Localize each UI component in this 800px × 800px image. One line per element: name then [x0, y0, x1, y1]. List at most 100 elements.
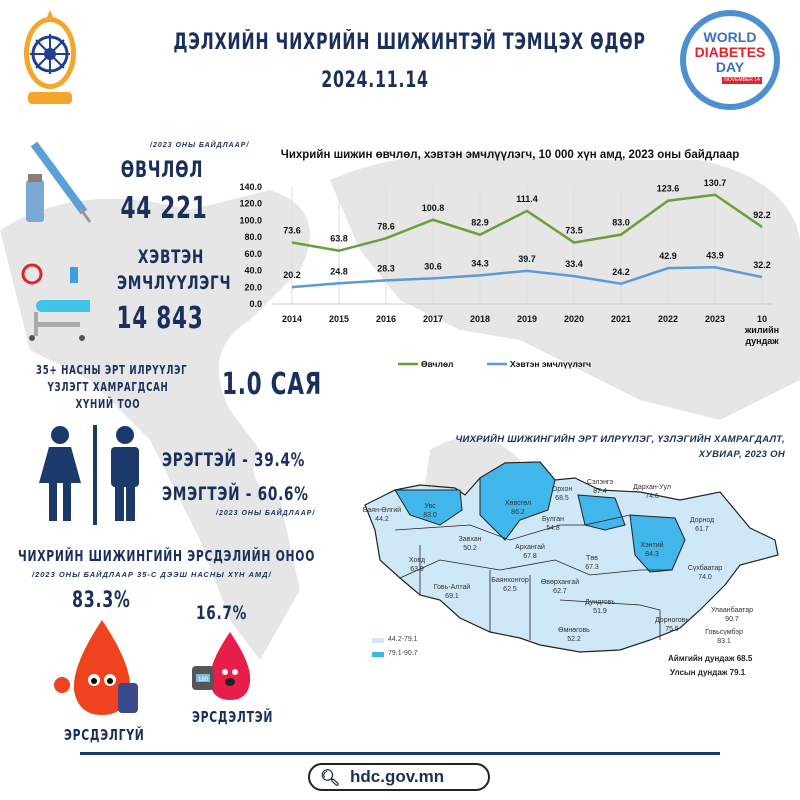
inpatient-label-2: ЭМЧЛҮҮЛЭГЧ — [117, 272, 232, 294]
region-name: Булган — [541, 516, 565, 523]
risk-value: 16.7% — [196, 602, 248, 624]
region-value: 51.9 — [593, 608, 607, 615]
legend-label: Хэвтэн эмчлүүлэгч — [510, 359, 591, 369]
region-name: Өвөрхангай — [540, 579, 580, 586]
screening-value: 1.0 САЯ — [222, 367, 323, 402]
region-name: Ховд — [408, 557, 426, 564]
data-label: 24.8 — [330, 266, 348, 276]
line-chart: 2014 2015 2016 2017 2018 2019 2020 2021 2022 2023… — [239, 178, 779, 369]
data-label: 78.6 — [377, 221, 395, 231]
region-name: Завхан — [458, 536, 482, 543]
region-value: 68.5 — [555, 495, 569, 502]
map-title-1: ЧИХРИЙН ШИЖИНГИЙН ЭРТ ИЛРҮҮЛЭГ, ҮЗЛЭГИЙН… — [455, 434, 785, 445]
region-value: 87.4 — [593, 488, 607, 495]
y-tick-label: 40.0 — [244, 266, 262, 276]
legend-swatch-high — [372, 652, 384, 657]
region-name: Хөвсгөл — [504, 500, 532, 507]
map-region-label: Дархан-Уул 74.6 — [633, 483, 671, 501]
screening-label: 35+ НАСНЫ ЭРТ ИЛРҮҮЛЭГ ҮЗЛЭГТ ХАМРАГДСАН… — [36, 362, 188, 413]
y-tick-label: 100.0 — [239, 215, 262, 225]
female-male-icon — [35, 425, 145, 530]
data-label: 123.6 — [657, 184, 680, 194]
x-tick-label: 2016 — [376, 314, 396, 324]
female-percent: ЭМЭГТЭЙ - 60.6% — [162, 483, 309, 505]
scared-blood-drop-icon: 180 — [190, 628, 260, 713]
incidence-label: ӨВЧЛӨЛ — [120, 158, 204, 183]
inpatient-value: 14 843 — [116, 301, 204, 336]
website-url[interactable]: hdc.gov.mn — [350, 767, 445, 786]
male-percent: ЭРЭГТЭЙ - 39.4% — [162, 449, 306, 471]
inpatient-label-1: ХЭВТЭН — [137, 246, 205, 268]
data-label: 73.5 — [565, 226, 583, 236]
note-2023: /2023 ОНЫ БАЙДЛААР/ — [150, 142, 250, 149]
region-selenge — [577, 494, 626, 531]
x-tick-label: 2017 — [423, 314, 443, 324]
region-value: 75.5 — [665, 626, 679, 633]
logo-day: DAY — [715, 59, 745, 75]
map-region-label: Говь-Алтай 69.1 — [434, 583, 471, 601]
map-region-label: Дундговь 51.9 — [585, 598, 615, 616]
incidence-value: 44 221 — [120, 191, 208, 226]
map-region-label: Сүхбаатар 74.0 — [688, 564, 722, 582]
screening-label-3: ХҮНИЙ ТОО — [75, 397, 141, 411]
data-label: 43.9 — [706, 250, 724, 260]
map-region-label: Хөвсгөл 86.2 — [505, 499, 531, 517]
data-label: 42.9 — [659, 251, 677, 261]
no-risk-label: ЭРСДЭЛГҮЙ — [64, 726, 145, 744]
map-title: ЧИХРИЙН ШИЖИНГИЙН ЭРТ ИЛРҮҮЛЭГ, ҮЗЛЭГИЙН… — [370, 432, 785, 462]
region-value: 61.7 — [695, 526, 709, 533]
data-label: 82.9 — [471, 218, 489, 228]
map-region-label: Завхан 50.2 — [458, 535, 481, 553]
no-risk-value: 83.3% — [72, 588, 131, 613]
ministry-logo — [22, 8, 78, 108]
data-label: 39.7 — [518, 254, 536, 264]
region-name: Дорнод — [689, 517, 715, 524]
map-region-label: Сэлэнгэ 87.4 — [587, 478, 613, 496]
y-tick-label: 0.0 — [249, 299, 262, 309]
data-label: 92.2 — [753, 210, 771, 220]
region-value: 84.3 — [645, 551, 659, 558]
data-label: 130.7 — [704, 178, 727, 188]
x-tick-label: 2015 — [329, 314, 349, 324]
x-tick-label: жилийн — [744, 325, 779, 335]
map-region-label: Өвөрхангай 62.7 — [541, 578, 579, 596]
logo-world: WORLD — [703, 29, 757, 45]
event-date: 2024.11.14 — [321, 68, 429, 93]
risk-title: ЧИХРИЙН ШИЖИНГИЙН ЭРСДЭЛИЙН ОНОО — [18, 547, 316, 565]
y-tick-label: 60.0 — [244, 249, 262, 259]
x-tick-label: 10 — [757, 314, 767, 324]
region-khuvsgul — [479, 461, 556, 541]
region-value: 67.8 — [523, 553, 537, 560]
data-label: 28.3 — [377, 263, 395, 273]
data-label: 32.2 — [753, 260, 771, 270]
map-region-label: Говьсүмбэр 83.1 — [705, 628, 743, 646]
footer-divider — [80, 752, 720, 755]
region-value: 54.8 — [546, 525, 560, 532]
region-name: Улаанбаатар — [710, 607, 754, 614]
risk-label: ЭРСДЭЛТЭЙ — [192, 708, 274, 726]
region-name: Дорноговь — [654, 617, 690, 624]
region-value: 74.6 — [645, 493, 659, 500]
region-value: 67.3 — [585, 564, 599, 571]
x-tick-label: 2018 — [470, 314, 490, 324]
map-region-label: Дорнод 61.7 — [690, 516, 714, 534]
y-tick-label: 120.0 — [239, 199, 262, 209]
x-tick-label: 2014 — [282, 314, 302, 324]
region-value: 86.2 — [511, 509, 525, 516]
logo-diabetes: DIABETES — [694, 44, 766, 60]
legend-label: Өвчлөл — [421, 359, 453, 369]
map-region-label: Улаанбаатар 90.7 — [711, 606, 753, 624]
syringe-icon — [22, 140, 92, 235]
x-tick-label: дундаж — [745, 336, 779, 346]
screening-label-1: 35+ НАСНЫ ЭРТ ИЛРҮҮЛЭГ — [36, 363, 188, 377]
website-link[interactable]: 🔍︎ hdc.gov.mn — [308, 763, 490, 791]
y-tick-label: 140.0 — [239, 182, 262, 192]
risk-subtitle: /2023 ОНЫ БАЙДЛААР 35-С ДЭЭШ НАСНЫ ХҮН А… — [32, 570, 272, 579]
data-label: 83.0 — [612, 218, 630, 228]
region-name: Хэнтий — [640, 542, 664, 549]
aimag-average: Аймгийн дундаж 68.5 — [668, 654, 753, 663]
search-icon: 🔍︎ — [320, 770, 341, 787]
data-label: 111.4 — [516, 194, 538, 204]
region-name: Орхон — [551, 486, 573, 493]
region-name: Өмнөговь — [558, 627, 590, 634]
